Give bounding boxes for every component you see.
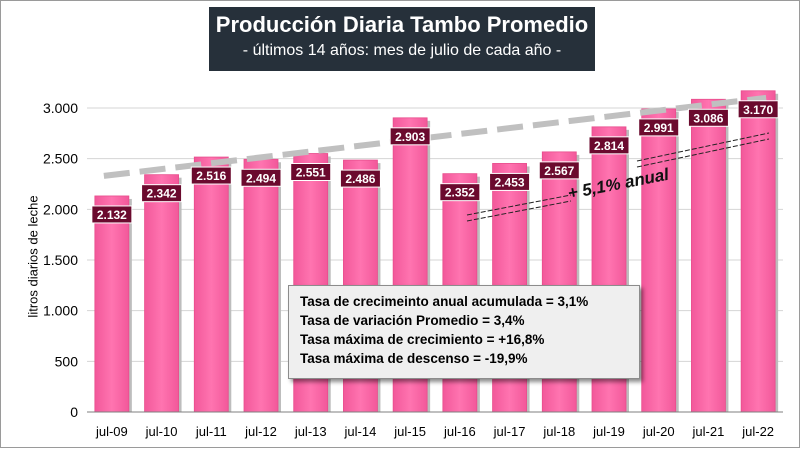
- stats-box: Tasa de crecimeinto anual acumulada = 3,…: [288, 285, 640, 379]
- data-label-bg: [737, 100, 779, 119]
- data-label: 3.170: [743, 103, 773, 117]
- data-label: 2.567: [544, 164, 574, 178]
- x-tick-label: jul-17: [493, 424, 526, 439]
- y-tick-label: 2.000: [43, 201, 78, 217]
- title-box: Producción Diaria Tambo Promedio - últim…: [209, 7, 595, 71]
- x-tick-label: jul-22: [741, 424, 774, 439]
- data-label: 2.814: [594, 139, 624, 153]
- data-label: 2.453: [495, 175, 525, 189]
- annotation-stroke: [636, 138, 770, 168]
- data-label: 2.342: [147, 187, 177, 201]
- x-tick-label: jul-20: [642, 424, 675, 439]
- bar: [94, 195, 130, 413]
- bar: [641, 108, 677, 413]
- trend-line: [103, 94, 767, 179]
- data-label: 2.551: [296, 165, 326, 179]
- x-tick-label: jul-14: [344, 424, 377, 439]
- chart-title: Producción Diaria Tambo Promedio: [215, 12, 589, 37]
- x-tick-label: jul-19: [592, 424, 625, 439]
- data-label-bg: [91, 205, 133, 224]
- stat-growth-annual: Tasa de crecimeinto anual acumulada = 3,…: [300, 294, 589, 309]
- data-label: 2.132: [97, 208, 127, 222]
- y-tick-label: 0: [70, 404, 78, 420]
- stat-max-decline: Tasa máxima de descenso = -19,9%: [300, 351, 528, 366]
- bar: [144, 174, 179, 413]
- data-label-bg: [190, 166, 232, 185]
- y-tick-label: 1.000: [43, 303, 78, 319]
- y-tick-label: 3.000: [43, 100, 78, 116]
- x-tick-label: jul-12: [244, 424, 277, 439]
- x-tick-label: jul-13: [294, 424, 327, 439]
- y-axis-label: litros diarios de leche: [25, 195, 41, 318]
- x-tick-label: jul-11: [195, 424, 227, 439]
- stat-max-growth: Tasa máxima de crecimiento = +16,8%: [300, 332, 545, 347]
- bar: [243, 158, 279, 413]
- data-label: 3.086: [693, 111, 723, 125]
- data-label: 2.486: [345, 172, 375, 186]
- bar: [193, 156, 229, 413]
- y-tick-label: 1.500: [43, 252, 78, 268]
- data-label-bg: [141, 184, 183, 203]
- data-label-bg: [389, 127, 431, 146]
- x-tick-label: jul-16: [443, 424, 476, 439]
- annotation-stroke: [466, 194, 572, 216]
- data-label: 2.516: [196, 169, 226, 183]
- x-tick-label: jul-15: [393, 424, 426, 439]
- bar: [740, 90, 776, 413]
- data-label-bg: [290, 162, 332, 181]
- x-tick-label: jul-09: [95, 424, 128, 439]
- data-label: 2.991: [644, 121, 674, 135]
- annotation-stroke: [466, 200, 572, 222]
- data-label-bg: [339, 169, 381, 188]
- data-label-bg: [638, 118, 680, 137]
- y-tick-label: 2.500: [43, 151, 78, 167]
- y-tick-label: 500: [55, 353, 79, 369]
- data-label: 2.903: [395, 130, 425, 144]
- data-label-bg: [538, 161, 580, 180]
- stat-variation-avg: Tasa de variación Promedio = 3,4%: [300, 313, 525, 328]
- data-label: 2.494: [246, 171, 276, 185]
- data-label-bg: [588, 136, 630, 155]
- chart-subtitle: - últimos 14 años: mes de julio de cada …: [242, 42, 562, 59]
- x-tick-label: jul-10: [145, 424, 178, 439]
- x-tick-label: jul-21: [692, 424, 725, 439]
- data-label-bg: [439, 183, 481, 202]
- x-tick-label: jul-18: [542, 424, 575, 439]
- data-label: 2.352: [445, 186, 475, 200]
- data-label-bg: [489, 172, 531, 191]
- data-label-bg: [687, 108, 729, 127]
- annotation-stroke: [636, 132, 770, 162]
- data-label-bg: [240, 168, 282, 187]
